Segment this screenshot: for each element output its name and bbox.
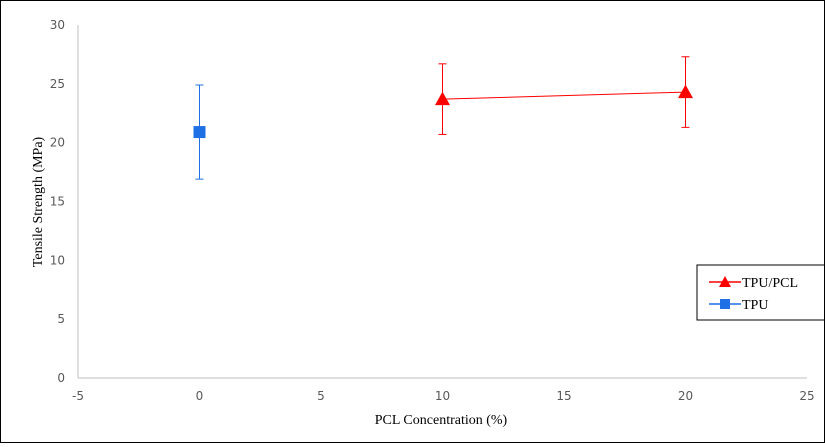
legend: TPU/PCL TPU — [696, 264, 825, 321]
x-tick-label: 0 — [196, 389, 204, 403]
y-tick-label: 20 — [50, 136, 65, 150]
x-tick-label: 10 — [435, 389, 450, 403]
x-tick-labels: -5 0 5 10 15 20 25 — [72, 389, 815, 403]
y-tick-label: 10 — [50, 253, 65, 267]
data-point — [678, 84, 693, 99]
y-tick-label: 15 — [50, 195, 65, 209]
x-tick-label: 20 — [678, 389, 693, 403]
y-tick-labels: 0 5 10 15 20 25 30 — [50, 18, 65, 385]
series-line — [442, 91, 686, 100]
y-tick-label: 5 — [57, 312, 65, 326]
series-layer — [193, 56, 693, 180]
legend-marker — [719, 276, 731, 287]
legend-box — [696, 264, 825, 321]
y-tick-label: 25 — [50, 77, 65, 91]
y-axis-title: Tensile Strength (MPa) — [31, 136, 46, 267]
x-axis-title: PCL Concentration (%) — [375, 413, 508, 428]
x-tick-label: -5 — [72, 389, 84, 403]
data-point — [435, 91, 450, 106]
series-0 — [435, 56, 693, 135]
axes — [77, 25, 807, 379]
x-tick-label: 25 — [799, 389, 814, 403]
legend-label: TPU/PCL — [742, 276, 798, 291]
series-1 — [193, 84, 206, 180]
legend-marker — [720, 299, 730, 309]
y-tick-label: 30 — [50, 18, 65, 32]
legend-label: TPU — [742, 298, 768, 313]
x-tick-label: 15 — [556, 389, 571, 403]
x-tick-label: 5 — [317, 389, 325, 403]
data-point — [193, 126, 206, 139]
y-tick-label: 0 — [57, 371, 65, 385]
